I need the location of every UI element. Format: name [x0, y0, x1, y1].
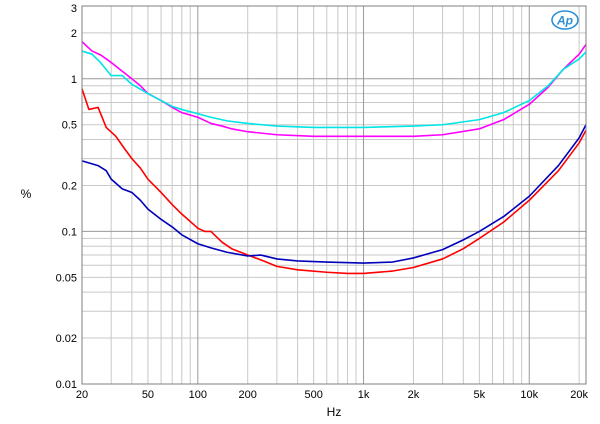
x-axis-label: Hz: [327, 405, 342, 419]
plot-frame: [81, 5, 587, 385]
x-tick-label: 200: [239, 389, 257, 401]
y-tick-label: 0.1: [62, 226, 77, 238]
series-line-3: [81, 88, 587, 275]
x-tick-label: 20k: [570, 389, 588, 401]
x-tick-label: 20: [76, 389, 88, 401]
x-tick-label: 50: [142, 389, 154, 401]
x-tick-label: 2k: [408, 389, 420, 401]
y-tick-label: 2: [71, 28, 77, 40]
x-tick-label: 500: [304, 389, 322, 401]
x-tick-label: 1k: [358, 389, 370, 401]
grid-major: [82, 6, 586, 384]
y-tick-label: 0.02: [56, 333, 77, 345]
y-tick-label: 1: [71, 74, 77, 86]
y-tick-label: 3: [71, 3, 77, 15]
y-axis-label: %: [21, 187, 32, 201]
x-tick-label: 100: [189, 389, 207, 401]
y-tick-label: 0.05: [56, 272, 77, 284]
ap-logo-text: Ap: [556, 14, 573, 28]
y-tick-label: 0.5: [62, 120, 77, 132]
y-tick-label: 0.01: [56, 379, 77, 391]
series-group: [81, 41, 587, 275]
grid-minor: [82, 6, 586, 384]
series-line-2: [81, 50, 587, 129]
x-tick-label: 10k: [520, 389, 538, 401]
plot-background: [82, 6, 586, 384]
x-tick-labels: 20 50 100 200 500 1k 2k 5k 10k 20k: [76, 389, 589, 401]
ap-logo-ring-icon: [551, 10, 579, 30]
series-line-4: [81, 124, 587, 264]
ap-logo: Ap: [551, 10, 579, 30]
x-tick-label: 5k: [474, 389, 486, 401]
series-line-1: [81, 41, 587, 138]
y-tick-label: 0.2: [62, 180, 77, 192]
y-tick-labels: 3 2 1 0.5 0.2 0.1 0.05 0.02 0.01: [56, 3, 77, 391]
